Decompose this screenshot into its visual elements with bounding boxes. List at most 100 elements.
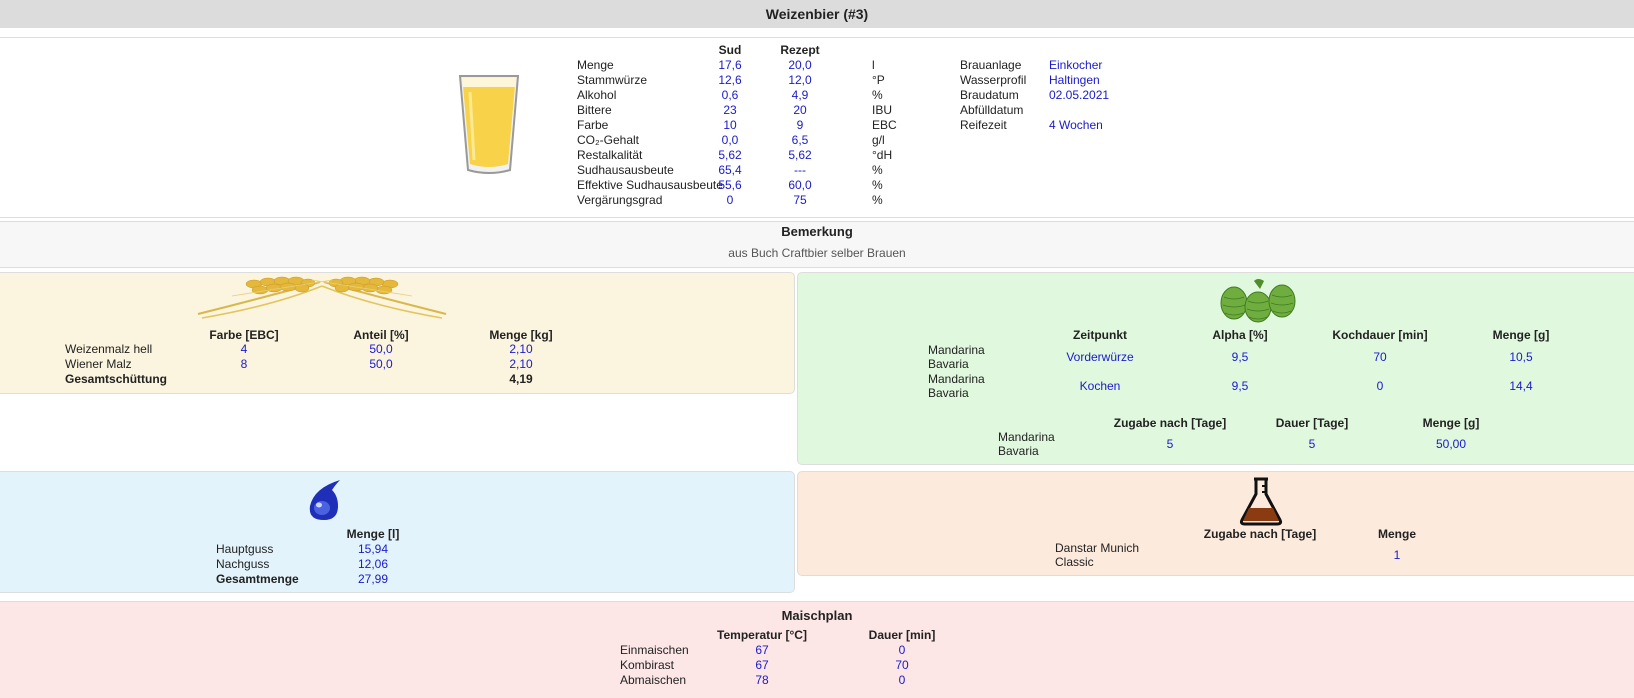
yeast-panel [797, 471, 1634, 576]
recipe-title: Weizenbier (#3) [0, 0, 1634, 28]
malt-row-anteil: 50,0 [369, 357, 393, 371]
malt-row-name: Wiener Malz [65, 357, 132, 371]
dryhop-row-menge: 50,00 [1435, 437, 1467, 451]
overview-row-unit: % [872, 178, 883, 192]
water-total-label: Gesamtmenge [216, 572, 299, 586]
overview-row-label: Effektive Sudhausausbeute [577, 178, 723, 192]
water-row-value: 15,94 [357, 542, 389, 556]
mash-col-temp: Temperatur [°C] [717, 628, 807, 642]
overview-row-rezept: 6,5 [791, 133, 809, 147]
overview-row-label: Stammwürze [577, 73, 648, 87]
overview-info-label: Brauanlage [960, 58, 1022, 72]
yeast-row-menge: 1 [1393, 548, 1401, 562]
overview-row-label: Alkohol [577, 88, 617, 102]
water-panel [0, 471, 795, 593]
water-row-label: Hauptguss [216, 542, 274, 556]
mash-row-label: Kombirast [620, 658, 675, 672]
overview-info-value: Einkocher [1049, 58, 1103, 72]
hops-row-name-line1: Mandarina [928, 372, 985, 386]
yeast-col-menge: Menge [1377, 527, 1416, 541]
overview-row-sud: 17,6 [718, 58, 742, 72]
overview-row-unit: IBU [872, 103, 893, 117]
overview-row-rezept: 9 [796, 118, 804, 132]
overview-info-value: 02.05.2021 [1049, 88, 1110, 102]
bemerkung-text: aus Buch Craftbier selber Brauen [728, 246, 906, 260]
hops-row-menge: 10,5 [1509, 350, 1533, 364]
overview-row-rezept: --- [794, 163, 806, 177]
overview-info-label: Abfülldatum [960, 103, 1024, 117]
overview-row-rezept: 20 [793, 103, 807, 117]
overview-row-sud: 12,6 [718, 73, 742, 87]
overview-row-unit: l [872, 58, 875, 72]
dryhop-row-dauer: 5 [1308, 437, 1316, 451]
hops-col-menge: Menge [g] [1492, 328, 1550, 342]
overview-info-value: Haltingen [1049, 73, 1100, 87]
bemerkung-title: Bemerkung [781, 224, 853, 239]
hops-row-zeitpunkt: Kochen [1079, 379, 1121, 393]
water-row-label: Nachguss [216, 557, 270, 571]
mash-row-label: Abmaischen [620, 673, 687, 687]
hops-row-menge: 14,4 [1509, 379, 1533, 393]
mash-plan-section [0, 601, 1634, 698]
malt-row-menge: 2,10 [509, 342, 533, 356]
overview-row-unit: % [872, 88, 883, 102]
hops-row-zeitpunkt: Vorderwürze [1066, 350, 1134, 364]
dryhop-col-menge: Menge [g] [1422, 416, 1480, 430]
overview-row-unit: % [872, 163, 883, 177]
mash-col-dauer: Dauer [min] [868, 628, 936, 642]
hops-row-name-line2: Bavaria [928, 357, 969, 371]
malt-row-farbe: 8 [240, 357, 248, 371]
mash-row-temp: 78 [755, 673, 769, 687]
col-rezept-header: Rezept [780, 43, 820, 57]
overview-row-sud: 65,4 [718, 163, 742, 177]
overview-row-sud: 0 [726, 193, 734, 207]
water-drop-icon [304, 478, 344, 525]
hops-row-name-line2: Bavaria [928, 386, 969, 400]
overview-row-label: Menge [577, 58, 614, 72]
overview-row-rezept: 5,62 [788, 148, 812, 162]
yeast-col-zugabe: Zugabe nach [Tage] [1203, 527, 1317, 541]
wheat-icon [192, 276, 452, 323]
malt-panel [0, 272, 795, 394]
malt-row-anteil: 50,0 [369, 342, 393, 356]
dryhop-row-name-line2: Bavaria [998, 444, 1039, 458]
bemerkung-section [0, 221, 1634, 268]
yeast-row-name-line2: Classic [1055, 555, 1094, 569]
overview-info-value: 4 Wochen [1049, 118, 1103, 132]
malt-row-name: Weizenmalz hell [65, 342, 153, 356]
hops-row-kochdauer: 0 [1376, 379, 1384, 393]
overview-row-rezept: 60,0 [788, 178, 812, 192]
beer-glass-icon [456, 72, 522, 179]
mash-row-temp: 67 [755, 658, 769, 672]
malt-col-menge: Menge [kg] [489, 328, 553, 342]
water-row-value: 12,06 [357, 557, 389, 571]
dryhop-col-zugabe: Zugabe nach [Tage] [1113, 416, 1227, 430]
overview-row-unit: g/l [872, 133, 885, 147]
overview-info-label: Braudatum [960, 88, 1019, 102]
mash-row-dauer: 70 [895, 658, 909, 672]
overview-row-label: Farbe [577, 118, 609, 132]
overview-row-label: Sudhausausbeute [577, 163, 674, 177]
hops-row-alpha: 9,5 [1231, 379, 1249, 393]
malt-total-label: Gesamtschüttung [65, 372, 168, 386]
malt-total-value: 4,19 [509, 372, 533, 386]
yeast-row-name-line1: Danstar Munich [1055, 541, 1140, 555]
mash-row-label: Einmaischen [620, 643, 689, 657]
mash-row-dauer: 0 [898, 643, 906, 657]
overview-row-rezept: 75 [793, 193, 807, 207]
overview-info-label: Wasserprofil [960, 73, 1027, 87]
flask-icon [1238, 476, 1284, 529]
overview-row-rezept: 4,9 [791, 88, 809, 102]
mash-row-temp: 67 [755, 643, 769, 657]
col-sud-header: Sud [718, 43, 742, 57]
overview-row-sud: 23 [723, 103, 737, 117]
malt-col-farbe: Farbe [EBC] [209, 328, 279, 342]
hops-col-alpha: Alpha [%] [1212, 328, 1268, 342]
hops-col-zeitpunkt: Zeitpunkt [1073, 328, 1127, 342]
overview-row-sud: 5,62 [718, 148, 742, 162]
overview-row-unit: °dH [872, 148, 893, 162]
dryhop-row-name-line1: Mandarina [998, 430, 1055, 444]
overview-row-sud: 0,6 [721, 88, 739, 102]
dryhop-col-dauer: Dauer [Tage] [1275, 416, 1349, 430]
water-total-value: 27,99 [357, 572, 389, 586]
